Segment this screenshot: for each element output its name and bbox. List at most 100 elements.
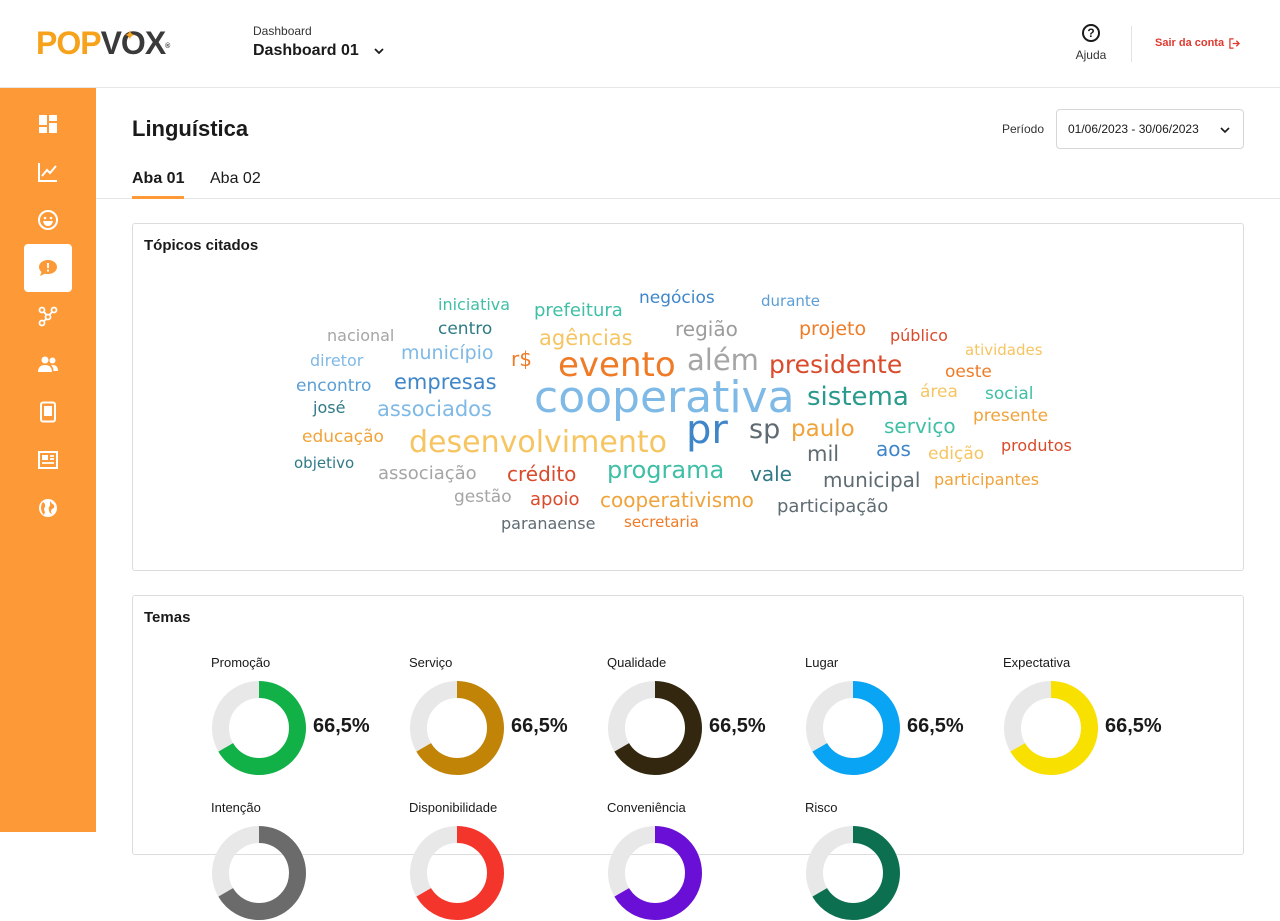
word-cloud-term[interactable]: projeto	[799, 318, 867, 340]
word-cloud-term[interactable]: pr	[686, 407, 728, 453]
line-chart-icon	[38, 163, 57, 182]
dashboard-selector[interactable]: Dashboard Dashboard 01	[253, 24, 385, 60]
word-cloud-term[interactable]: secretaria	[624, 513, 699, 531]
word-cloud-term[interactable]: prefeitura	[534, 300, 623, 321]
word-cloud-term[interactable]: serviço	[884, 414, 956, 438]
help-button[interactable]: ? Ajuda	[1068, 24, 1114, 62]
word-cloud-term[interactable]: aos	[876, 437, 911, 461]
word-cloud-term[interactable]: empresas	[394, 370, 497, 394]
chevron-down-icon	[1220, 127, 1230, 134]
nav-users[interactable]	[24, 340, 72, 388]
word-cloud-term[interactable]: centro	[438, 319, 493, 339]
word-cloud-term[interactable]: vale	[750, 462, 792, 486]
period-select[interactable]: 01/06/2023 - 30/06/2023	[1056, 109, 1244, 149]
word-cloud-term[interactable]: gestão	[454, 487, 512, 507]
word-cloud-term[interactable]: desenvolvimento	[409, 425, 667, 460]
globe-icon	[39, 499, 57, 517]
tab-aba-01[interactable]: Aba 01	[132, 170, 185, 199]
nav-network[interactable]	[24, 292, 72, 340]
word-cloud-term[interactable]: associação	[378, 463, 477, 484]
theme-label: Qualidade	[607, 655, 667, 670]
word-cloud-term[interactable]: objetivo	[294, 454, 355, 472]
word-cloud-term[interactable]: região	[675, 317, 738, 341]
word-cloud-term[interactable]: cooperativismo	[600, 488, 754, 512]
word-cloud-term[interactable]: presidente	[769, 350, 903, 379]
word-cloud-term[interactable]: área	[920, 382, 958, 402]
word-cloud-term[interactable]: diretor	[310, 351, 364, 370]
theme-donut-chart	[806, 826, 900, 920]
top-header: POPVOX® ✦ Dashboard Dashboard 01 ? Ajuda…	[0, 0, 1280, 88]
nav-tablet[interactable]	[24, 388, 72, 436]
word-cloud-term[interactable]: municipal	[823, 468, 921, 492]
theme-label: Serviço	[409, 655, 453, 670]
word-cloud-term[interactable]: sistema	[807, 382, 909, 412]
smiley-icon	[38, 210, 58, 230]
word-cloud-term[interactable]: público	[890, 326, 948, 345]
word-cloud-term[interactable]: cooperativa	[534, 372, 795, 423]
word-cloud-term[interactable]: atividades	[965, 341, 1043, 359]
theme-label: Conveniência	[607, 800, 686, 815]
logout-button[interactable]: Sair da conta	[1155, 37, 1241, 49]
theme-percentage: 66,5%	[511, 715, 568, 737]
word-cloud-term[interactable]: evento	[558, 345, 676, 385]
themes-title: Temas	[144, 609, 191, 626]
nav-dashboard[interactable]	[24, 100, 72, 148]
word-cloud-term[interactable]: apoio	[530, 489, 580, 510]
word-cloud-term[interactable]: educação	[302, 427, 384, 447]
theme-label: Promoção	[211, 655, 271, 670]
word-cloud-term[interactable]: agências	[539, 326, 633, 350]
chevron-down-icon	[374, 48, 384, 55]
theme-donut-chart	[608, 681, 702, 775]
question-icon: ?	[1082, 24, 1100, 42]
word-cloud-term[interactable]: durante	[761, 292, 821, 310]
nav-linguistics[interactable]	[24, 244, 72, 292]
period-value: 01/06/2023 - 30/06/2023	[1068, 122, 1199, 136]
word-cloud-term[interactable]: participação	[777, 496, 889, 517]
speech-alert-icon	[39, 260, 57, 276]
theme-percentage: 66,5%	[1105, 715, 1162, 737]
word-cloud-term[interactable]: paulo	[791, 416, 855, 442]
dashboard-selector-value: Dashboard 01	[253, 42, 359, 59]
theme-donut-chart	[1004, 681, 1098, 775]
tab-aba-02[interactable]: Aba 02	[210, 170, 261, 187]
word-cloud-term[interactable]: produtos	[1001, 436, 1072, 455]
word-cloud-term[interactable]: participantes	[934, 470, 1040, 489]
theme-label: Lugar	[805, 655, 839, 670]
help-label: Ajuda	[1075, 48, 1107, 62]
word-cloud-term[interactable]: associados	[377, 397, 492, 421]
word-cloud-term[interactable]: josé	[313, 398, 346, 417]
word-cloud-term[interactable]: negócios	[639, 288, 715, 308]
logout-label: Sair da conta	[1155, 37, 1225, 49]
word-cloud-term[interactable]: iniciativa	[438, 295, 511, 314]
word-cloud-term[interactable]: município	[401, 342, 494, 364]
dashboard-selector-label: Dashboard	[253, 24, 312, 38]
word-cloud-term[interactable]: edição	[928, 444, 985, 464]
theme-donut-chart	[806, 681, 900, 775]
word-cloud-term[interactable]: presente	[973, 406, 1049, 426]
nav-globe[interactable]	[24, 484, 72, 532]
tablet-icon	[40, 401, 56, 423]
popvox-logo[interactable]: POPVOX® ✦	[36, 26, 170, 60]
word-cloud-term[interactable]: social	[985, 384, 1034, 404]
word-cloud-term[interactable]: crédito	[507, 462, 577, 486]
theme-donut-chart	[212, 826, 306, 920]
nav-news[interactable]	[24, 436, 72, 484]
word-cloud-term[interactable]: além	[687, 343, 759, 377]
sidebar	[0, 88, 96, 832]
users-icon	[38, 356, 58, 372]
tab-bar: Aba 01 Aba 02	[96, 170, 1280, 199]
word-cloud-term[interactable]: programa	[607, 456, 725, 484]
word-cloud-term[interactable]: nacional	[327, 326, 395, 345]
theme-donut-chart	[410, 681, 504, 775]
theme-percentage: 66,5%	[709, 715, 766, 737]
nav-charts[interactable]	[24, 148, 72, 196]
theme-label: Expectativa	[1003, 655, 1071, 670]
nav-sentiment[interactable]	[24, 196, 72, 244]
word-cloud-term[interactable]: r$	[511, 347, 532, 371]
word-cloud-term[interactable]: encontro	[296, 376, 372, 396]
word-cloud-term[interactable]: mil	[807, 442, 840, 466]
word-cloud-term[interactable]: paranaense	[501, 514, 596, 533]
theme-percentage: 66,5%	[907, 715, 964, 737]
word-cloud-term[interactable]: oeste	[945, 362, 992, 382]
word-cloud-term[interactable]: sp	[749, 414, 781, 445]
